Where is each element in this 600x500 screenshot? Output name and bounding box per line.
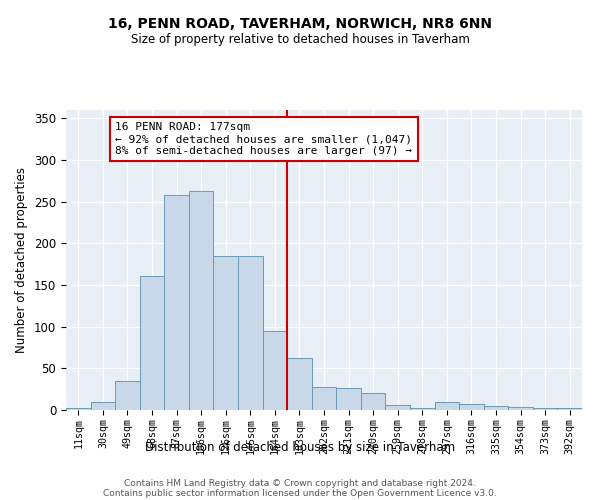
Bar (385, 405, 410, 410)
Bar (434, 402, 459, 410)
Bar (410, 408, 434, 410)
Y-axis label: Number of detached properties: Number of detached properties (16, 167, 28, 353)
Bar (66, 408, 91, 410)
Bar (287, 358, 312, 410)
Bar (459, 404, 484, 410)
Bar (214, 256, 238, 410)
Text: Size of property relative to detached houses in Taverham: Size of property relative to detached ho… (131, 32, 469, 46)
Bar (115, 381, 140, 410)
Text: Contains HM Land Registry data © Crown copyright and database right 2024.: Contains HM Land Registry data © Crown c… (124, 480, 476, 488)
Bar (238, 256, 263, 410)
Bar (361, 394, 385, 410)
Bar (263, 331, 287, 410)
Bar (164, 195, 189, 410)
Text: 16, PENN ROAD, TAVERHAM, NORWICH, NR8 6NN: 16, PENN ROAD, TAVERHAM, NORWICH, NR8 6N… (108, 18, 492, 32)
Bar (140, 276, 164, 410)
Text: Contains public sector information licensed under the Open Government Licence v3: Contains public sector information licen… (103, 490, 497, 498)
Bar (312, 386, 336, 410)
Bar (336, 388, 361, 410)
Bar (484, 406, 508, 410)
Bar (533, 408, 557, 410)
Bar (91, 402, 115, 410)
Text: Distribution of detached houses by size in Taverham: Distribution of detached houses by size … (145, 441, 455, 454)
Bar (189, 191, 214, 410)
Text: 16 PENN ROAD: 177sqm
← 92% of detached houses are smaller (1,047)
8% of semi-det: 16 PENN ROAD: 177sqm ← 92% of detached h… (115, 122, 412, 156)
Bar (557, 408, 582, 410)
Bar (508, 406, 533, 410)
